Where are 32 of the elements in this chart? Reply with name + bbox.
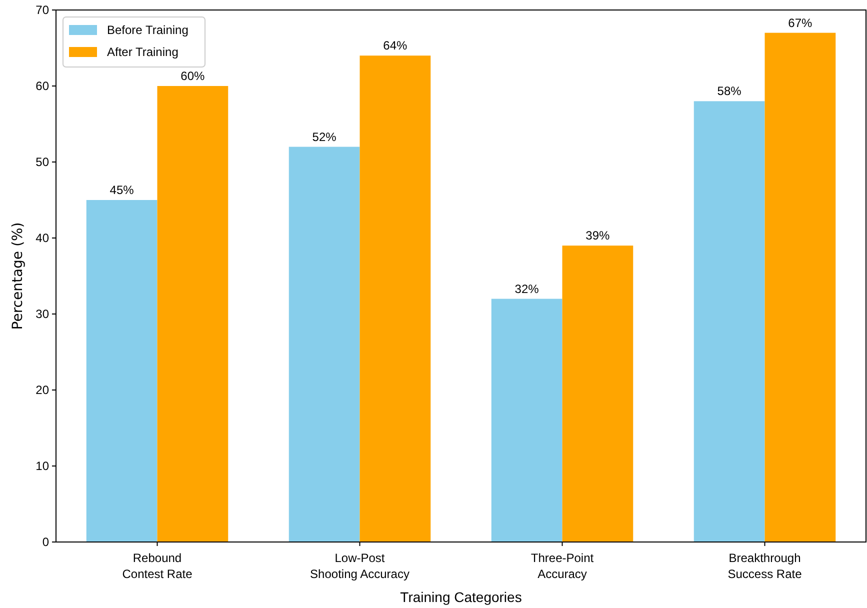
x-axis-title: Training Categories	[400, 589, 522, 605]
data-label: 64%	[383, 38, 408, 53]
y-tick-label: 60	[36, 79, 50, 94]
bar	[491, 298, 562, 542]
y-tick-label: 30	[36, 307, 50, 322]
data-label: 60%	[180, 69, 206, 83]
y-axis-title: Percentage (%)	[10, 222, 26, 330]
x-tick-label: Three-Point Accuracy	[530, 551, 594, 581]
y-tick-label: 10	[36, 459, 50, 474]
data-label: 58%	[717, 84, 742, 98]
bar	[288, 146, 360, 542]
data-label: 52%	[312, 130, 337, 144]
x-tick-label: Low-Post Shooting Accuracy	[310, 551, 410, 581]
legend-label: After Training	[107, 45, 178, 59]
bar	[360, 56, 431, 542]
bar	[694, 101, 765, 542]
x-tick-label: Breakthrough Success Rate	[728, 551, 802, 581]
data-label: 67%	[788, 16, 813, 30]
bar	[157, 86, 228, 542]
bar	[562, 246, 634, 542]
bar	[86, 200, 158, 542]
y-tick-label: 0	[42, 535, 50, 550]
y-tick-label: 70	[36, 3, 50, 18]
x-tick-label: Rebound Contest Rate	[122, 551, 193, 581]
bar	[764, 32, 836, 542]
y-tick-label: 20	[36, 383, 50, 398]
data-label: 45%	[110, 183, 134, 197]
y-tick-label: 40	[36, 231, 50, 246]
legend-label: Before Training	[107, 23, 188, 37]
data-label: 39%	[586, 228, 610, 243]
data-label: 32%	[514, 282, 540, 296]
y-tick-label: 50	[36, 155, 50, 170]
